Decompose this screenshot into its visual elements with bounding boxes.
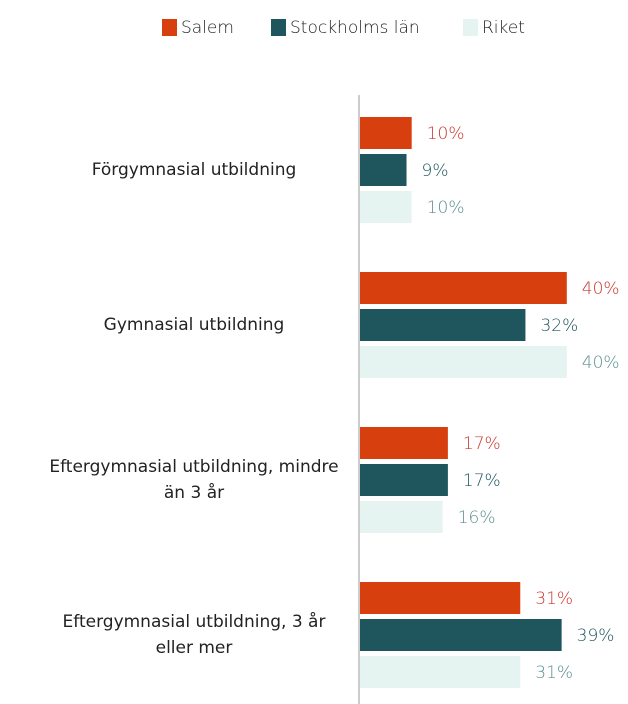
legend-label: Riket [482,18,525,38]
bar [360,154,407,186]
value-label: 31% [535,663,573,683]
value-label: 16% [458,508,496,528]
bar [360,501,443,533]
bar [360,309,526,341]
bar [360,464,448,496]
legend-swatch [271,19,286,36]
category-label: Gymnasial utbildning [103,315,285,335]
value-label: 32% [540,316,578,336]
value-label: 17% [463,434,501,454]
value-label: 10% [427,198,465,218]
bar [360,656,521,688]
legend-swatch [162,19,177,36]
value-label: 31% [535,589,573,609]
legend-swatch [463,19,478,36]
bar [360,272,567,304]
category-label: Förgymnasial utbildning [91,160,297,180]
value-label: 9% [422,161,449,181]
value-label: 40% [582,279,620,299]
value-label: 17% [463,471,501,491]
value-label: 10% [427,124,465,144]
bar [360,191,412,223]
bar [360,619,562,651]
category-label: Eftergymnasial utbildning, 3 år eller me… [62,612,326,658]
value-label: 39% [577,626,615,646]
bar [360,117,412,149]
legend-label: Stockholms län [290,18,420,38]
bar [360,427,448,459]
legend-label: Salem [181,18,234,38]
category-label: Eftergymnasial utbildning, mindre än 3 å… [49,457,339,503]
value-label: 40% [582,353,620,373]
bar [360,346,567,378]
bar [360,582,521,614]
